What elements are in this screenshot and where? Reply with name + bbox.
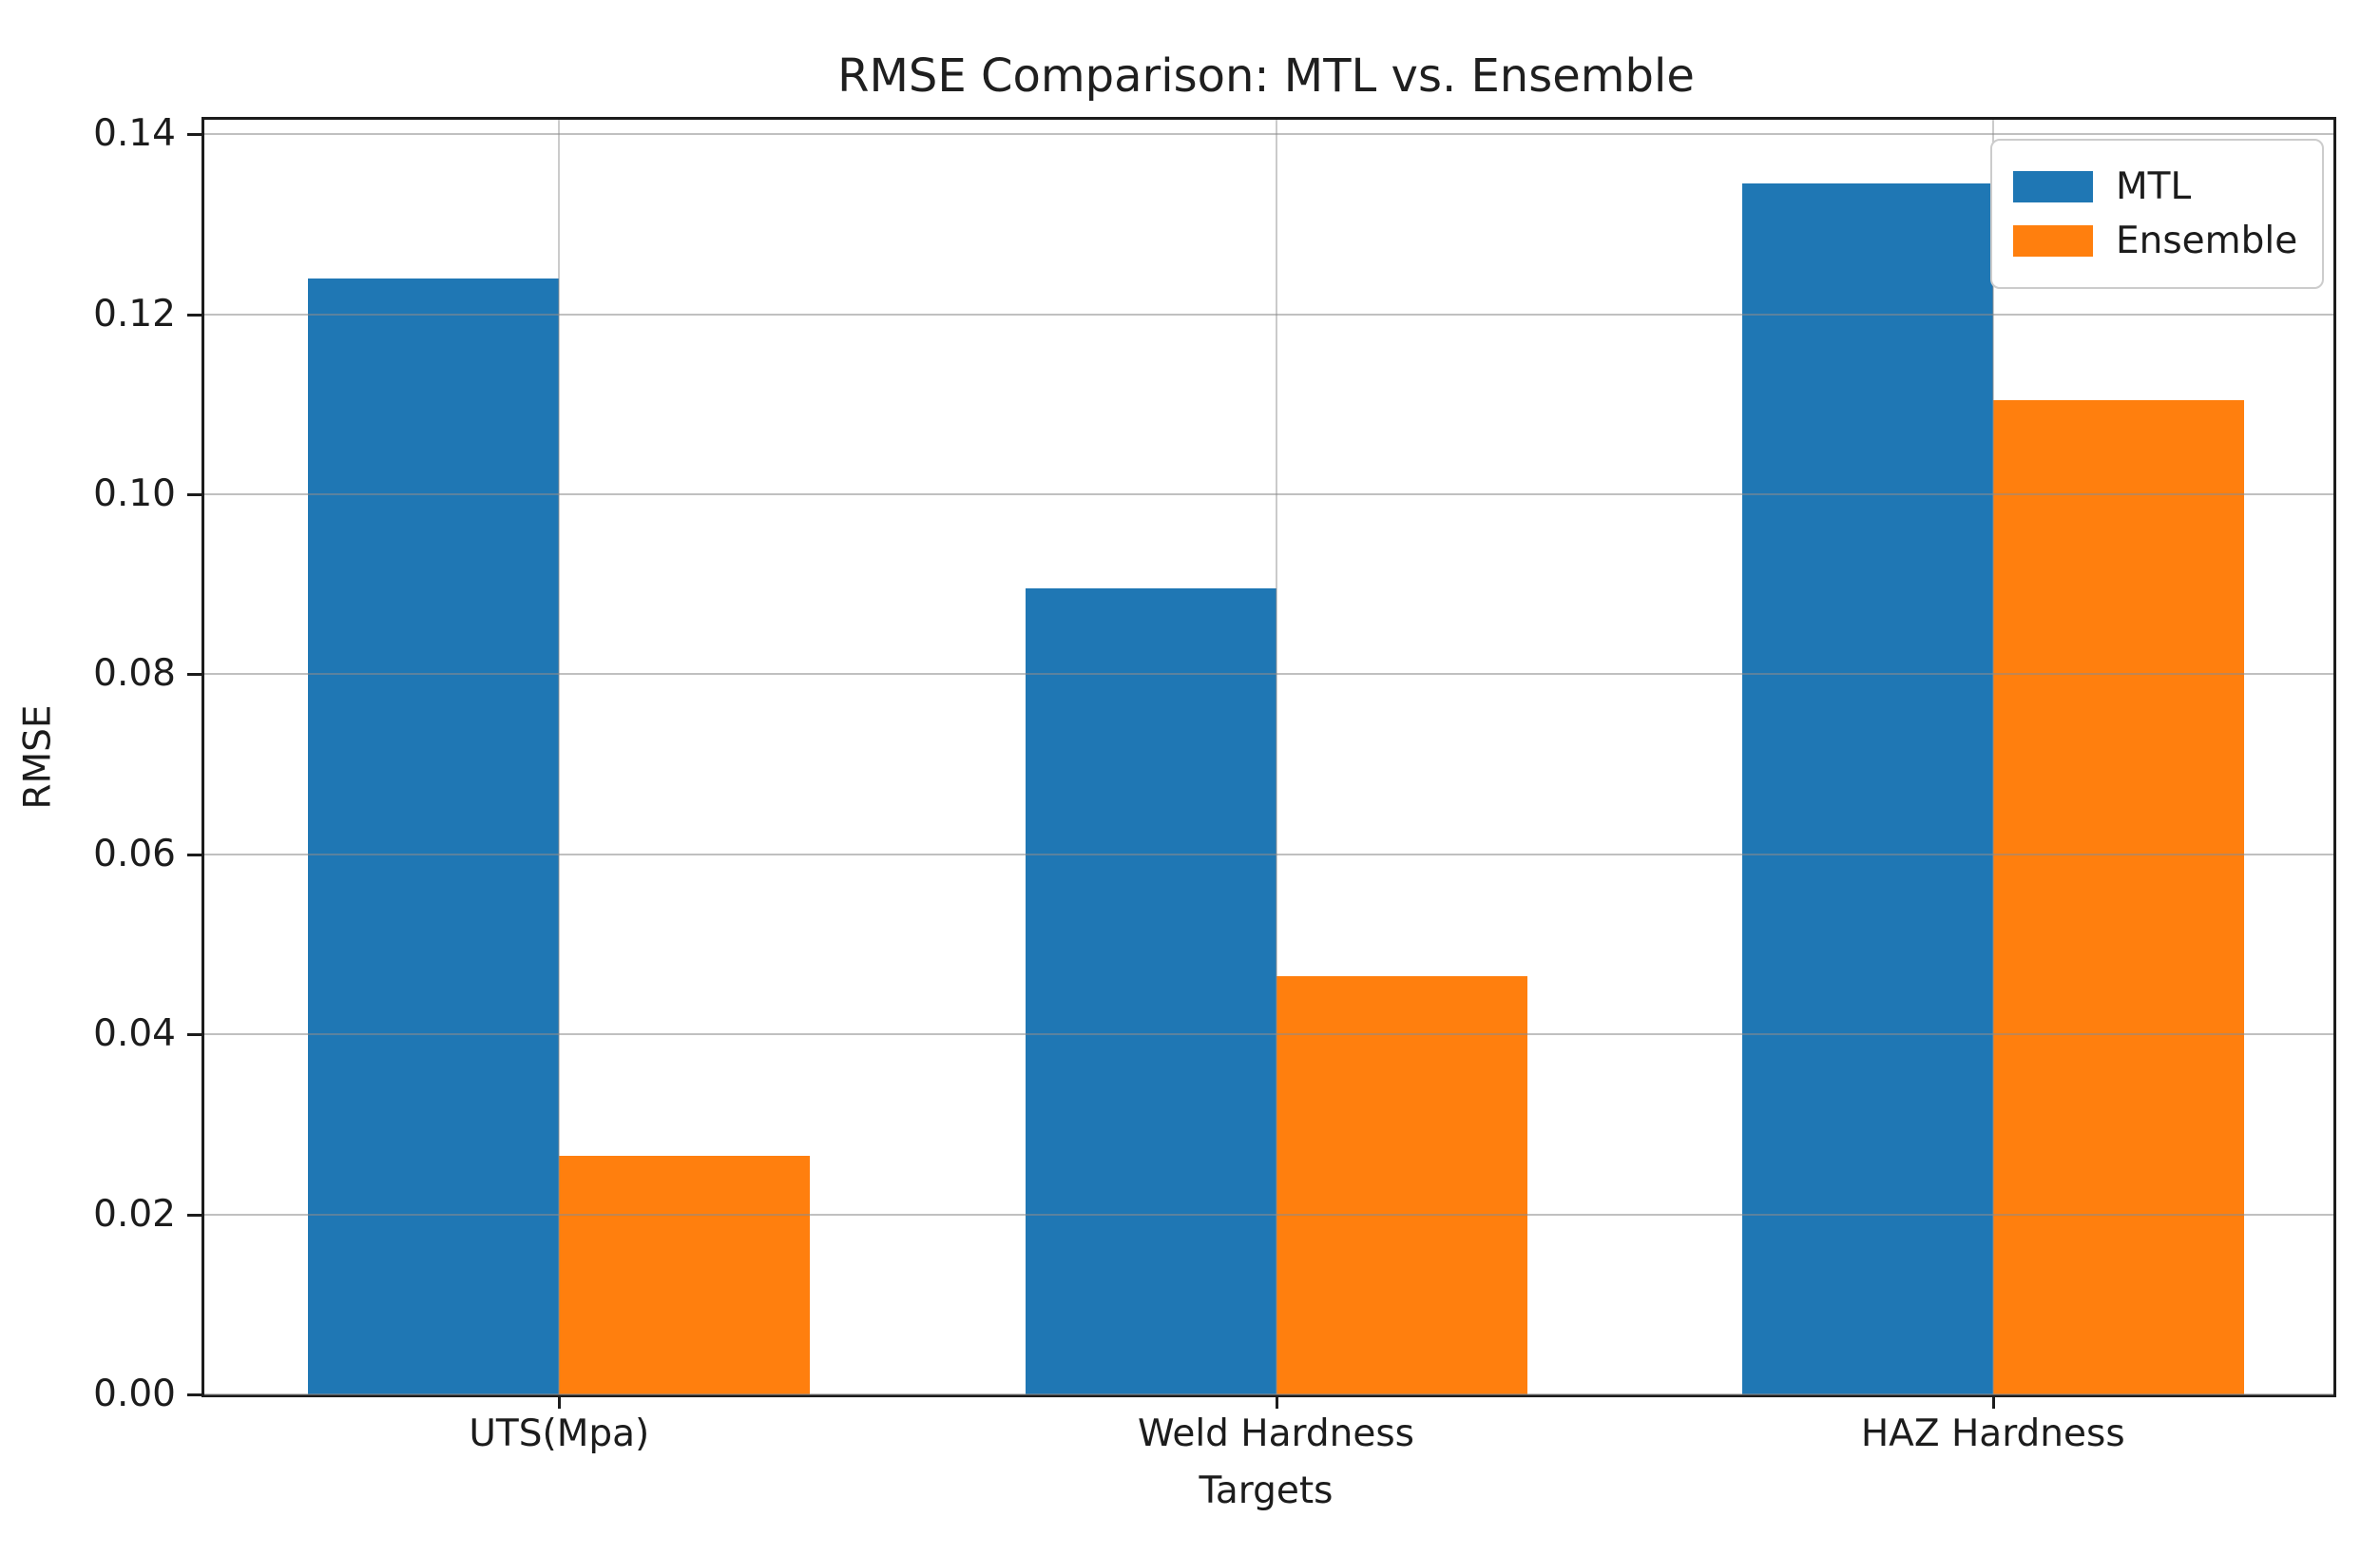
y-tick-label: 0.02: [93, 1192, 176, 1236]
plot-area: [202, 117, 2336, 1397]
y-tick-mark: [187, 492, 202, 496]
y-tick-label: 0.12: [93, 292, 176, 336]
bar-ensemble-0: [559, 1156, 811, 1394]
y-tick-mark: [187, 853, 202, 856]
y-tick-mark: [187, 1213, 202, 1217]
y-tick-mark: [187, 1033, 202, 1037]
gridline-x-1: [1275, 120, 1277, 1394]
y-tick-mark: [187, 133, 202, 137]
y-tick-mark: [187, 1393, 202, 1396]
y-tick-label: 0.04: [93, 1012, 176, 1056]
bar-mtl-2: [1741, 183, 1993, 1394]
gridline-y-0.10: [204, 492, 2333, 495]
x-tick-label-0: UTS(Mpa): [469, 1412, 650, 1455]
x-tick-mark: [558, 1394, 562, 1409]
legend-swatch-mtl: [2013, 171, 2093, 202]
gridline-y-0.12: [204, 313, 2333, 316]
gridline-y-0.08: [204, 673, 2333, 676]
x-tick-label-2: HAZ Hardness: [1860, 1412, 2125, 1455]
bar-mtl-1: [1025, 588, 1276, 1394]
x-tick-mark: [1991, 1394, 1995, 1409]
legend-label-ensemble: Ensemble: [2116, 220, 2298, 262]
gridline-y-0.00: [204, 1393, 2333, 1395]
y-tick-label: 0.06: [93, 832, 176, 875]
y-tick-label: 0.10: [93, 471, 176, 515]
y-tick-mark: [187, 313, 202, 317]
legend-swatch-ensemble: [2013, 225, 2093, 257]
gridline-x-2: [1991, 120, 1994, 1394]
y-tick-label: 0.08: [93, 652, 176, 696]
y-tick-label: 0.00: [93, 1373, 176, 1415]
legend-entry-mtl: MTL: [2013, 165, 2297, 208]
bar-mtl-0: [308, 278, 560, 1394]
y-tick-label: 0.14: [93, 112, 176, 156]
gridline-x-0: [558, 120, 561, 1394]
legend-label-mtl: MTL: [2116, 165, 2192, 208]
x-axis-label: Targets: [1199, 1470, 1334, 1512]
gridline-y-0.06: [204, 853, 2333, 855]
gridline-y-0.02: [204, 1213, 2333, 1216]
bar-ensemble-1: [1276, 975, 1527, 1394]
legend-entry-ensemble: Ensemble: [2013, 220, 2297, 262]
y-tick-mark: [187, 673, 202, 677]
x-tick-label-1: Weld Hardness: [1138, 1412, 1414, 1455]
gridline-y-0.14: [204, 133, 2333, 136]
x-tick-mark: [1275, 1394, 1278, 1409]
gridline-y-0.04: [204, 1033, 2333, 1036]
bar-ensemble-2: [1992, 399, 2244, 1394]
chart-title: RMSE Comparison: MTL vs. Ensemble: [837, 49, 1695, 103]
legend: MTL Ensemble: [1990, 139, 2325, 289]
